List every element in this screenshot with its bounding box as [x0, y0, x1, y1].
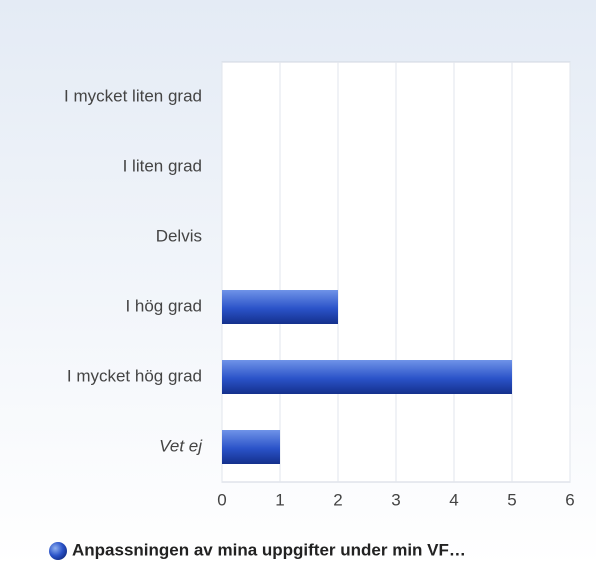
y-tick-label: I mycket liten grad — [64, 86, 202, 105]
legend-marker — [49, 542, 67, 560]
y-tick-label: I mycket hög grad — [67, 366, 202, 385]
x-tick-label: 1 — [275, 490, 284, 509]
bar — [222, 360, 512, 394]
y-tick-label: I hög grad — [125, 296, 202, 315]
y-tick-label: Delvis — [156, 226, 202, 245]
legend-text: Anpassningen av mina uppgifter under min… — [72, 540, 466, 559]
x-tick-label: 6 — [565, 490, 574, 509]
x-tick-label: 4 — [449, 490, 458, 509]
bar — [222, 430, 280, 464]
y-tick-label: I liten grad — [123, 156, 202, 175]
x-tick-label: 5 — [507, 490, 516, 509]
x-tick-label: 3 — [391, 490, 400, 509]
y-tick-label: Vet ej — [159, 436, 203, 455]
x-tick-label: 0 — [217, 490, 226, 509]
x-tick-label: 2 — [333, 490, 342, 509]
bar — [222, 290, 338, 324]
